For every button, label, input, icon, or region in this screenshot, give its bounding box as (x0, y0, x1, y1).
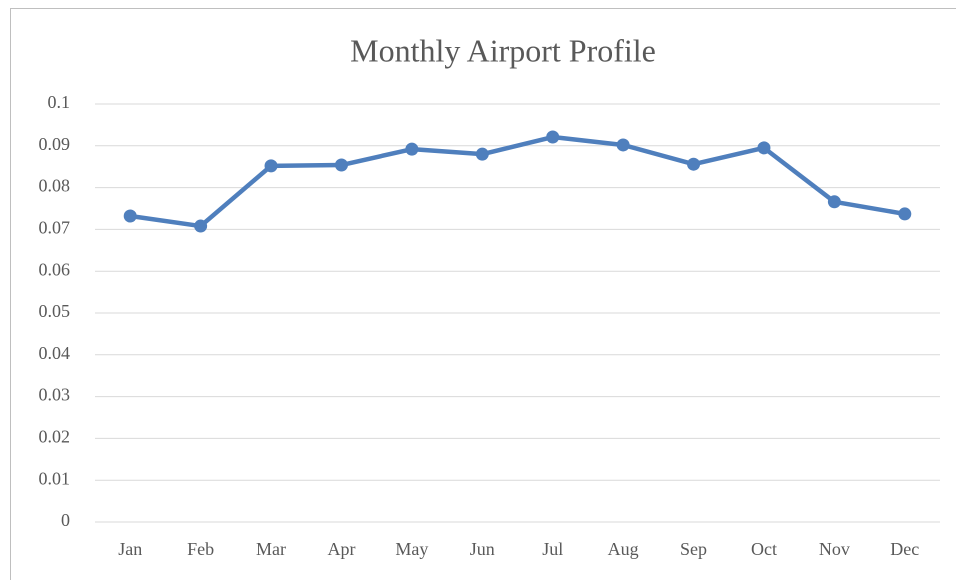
chart-title: Monthly Airport Profile (350, 32, 656, 68)
y-tick-label: 0.1 (48, 92, 71, 112)
y-tick-label: 0.03 (39, 385, 71, 405)
y-tick-label: 0.01 (39, 468, 71, 488)
y-tick-label: 0.05 (39, 301, 71, 321)
x-tick-label: Sep (680, 539, 707, 559)
point (687, 157, 701, 171)
point (827, 195, 841, 209)
x-tick-label: Jul (542, 539, 563, 559)
point (475, 147, 489, 161)
y-tick-label: 0.07 (39, 218, 71, 238)
chart-border (10, 8, 956, 580)
point (898, 207, 912, 221)
x-tick-label: Nov (819, 539, 850, 559)
y-tick-label: 0.08 (39, 176, 71, 196)
y-tick-label: 0.04 (39, 343, 71, 363)
line (129, 134, 906, 229)
point (757, 141, 771, 155)
y-tick-label: 0 (61, 510, 70, 530)
y-tick-label: 0.06 (39, 259, 71, 279)
x-tick-label: Mar (256, 539, 286, 559)
x-tick-label: Feb (187, 539, 214, 559)
point (334, 158, 348, 172)
y-tick-label: 0.02 (39, 427, 71, 447)
point (194, 219, 208, 233)
x-tick-label: Jan (118, 539, 142, 559)
x-tick-label: Apr (327, 539, 355, 559)
x-tick-label: Aug (608, 539, 639, 559)
x-tick-label: Oct (751, 539, 777, 559)
x-tick-label: May (395, 539, 428, 559)
point (616, 138, 630, 152)
x-tick-label: Dec (890, 539, 919, 559)
point (264, 159, 278, 173)
point (546, 130, 560, 144)
x-tick-label: Jun (470, 539, 495, 559)
point (405, 142, 419, 156)
y-tick-label: 0.09 (39, 134, 71, 154)
point (123, 209, 137, 223)
